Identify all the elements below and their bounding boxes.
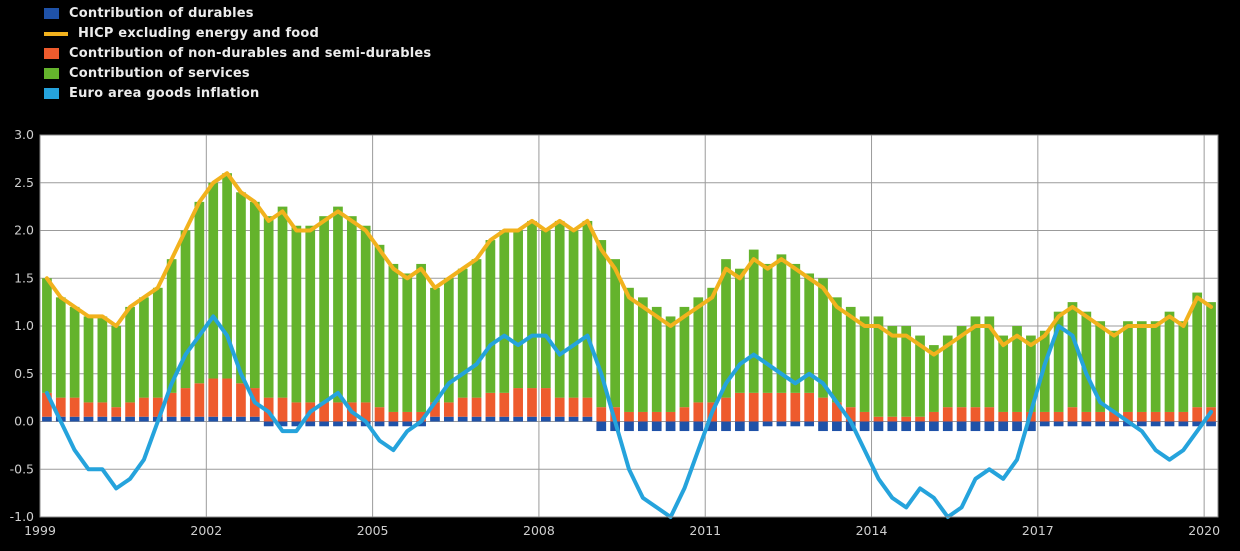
svg-text:2011: 2011	[689, 523, 721, 538]
legend-label-durables: Contribution of durables	[69, 6, 254, 21]
legend-item-durables: Contribution of durables	[44, 5, 431, 22]
core-hicp-line-swatch-icon	[44, 31, 68, 36]
svg-text:2020: 2020	[1188, 523, 1220, 538]
y-axis-labels: 3.0 2.5 2.0 1.5 1.0 0.5 0.0 -0.5 -1.0	[10, 127, 34, 524]
legend-label-core-hicp: HICP excluding energy and food	[78, 26, 320, 41]
legend-label-goods-inflation: Euro area goods inflation	[69, 86, 260, 101]
legend-item-goods-inflation: Euro area goods inflation	[44, 85, 431, 102]
durables-swatch-icon	[44, 8, 59, 19]
svg-text:-1.0: -1.0	[10, 509, 34, 524]
legend-item-non-durables: Contribution of non-durables and semi-du…	[44, 45, 431, 62]
x-axis-labels: 1999 2002 2005 2008 2011 2014 2017 2020	[24, 523, 1220, 538]
goods-inflation-line	[44, 314, 1214, 519]
chart-legend: Contribution of durables HICP excluding …	[44, 5, 431, 102]
legend-item-services: Contribution of services	[44, 65, 431, 82]
svg-text:2005: 2005	[357, 523, 389, 538]
svg-text:-0.5: -0.5	[10, 461, 34, 476]
svg-text:1999: 1999	[24, 523, 56, 538]
svg-text:2017: 2017	[1022, 523, 1054, 538]
svg-text:1.5: 1.5	[14, 270, 34, 285]
non-durables-swatch-icon	[44, 48, 59, 59]
svg-text:2002: 2002	[190, 523, 222, 538]
svg-text:2014: 2014	[856, 523, 888, 538]
contribution-bars	[42, 173, 1216, 432]
goods-inflation-swatch-icon	[44, 88, 59, 99]
svg-text:0.0: 0.0	[14, 414, 34, 429]
legend-label-services: Contribution of services	[69, 66, 250, 81]
svg-text:0.5: 0.5	[14, 366, 34, 381]
core-hicp-line	[44, 171, 1214, 357]
svg-text:2.5: 2.5	[14, 175, 34, 190]
svg-text:2.0: 2.0	[14, 223, 34, 238]
svg-text:1.0: 1.0	[14, 318, 34, 333]
plot-border	[39, 134, 1219, 518]
svg-text:3.0: 3.0	[14, 127, 34, 142]
svg-text:2008: 2008	[523, 523, 555, 538]
services-swatch-icon	[44, 68, 59, 79]
legend-item-core-hicp: HICP excluding energy and food	[44, 25, 431, 42]
legend-label-non-durables: Contribution of non-durables and semi-du…	[69, 46, 432, 61]
